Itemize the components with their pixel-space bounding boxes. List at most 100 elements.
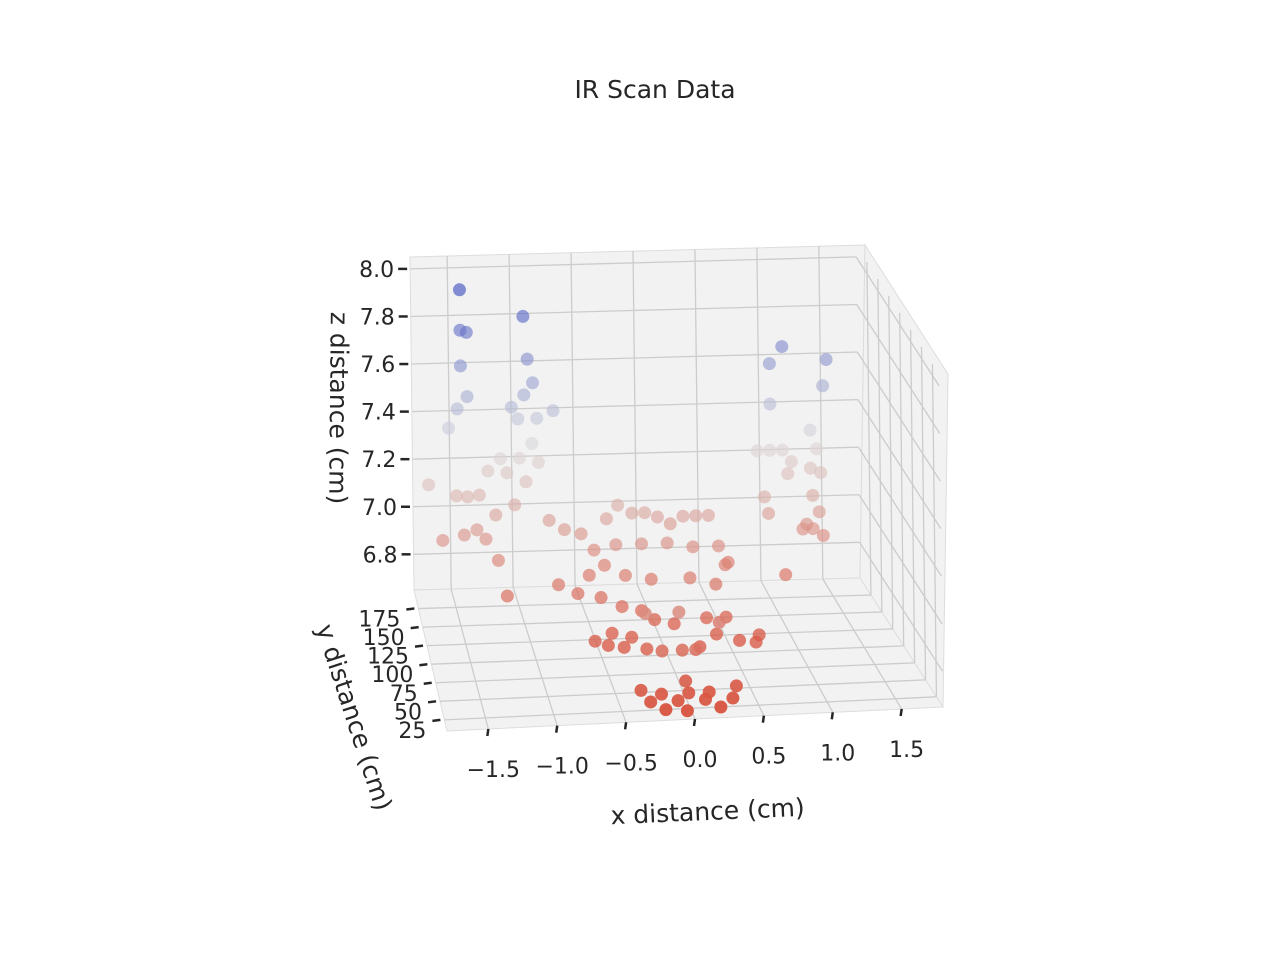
z-side-gridline — [856, 351, 941, 482]
x-tick-label: −0.5 — [604, 751, 657, 776]
scatter-point — [452, 283, 466, 297]
x-tick-label: 1.5 — [889, 738, 924, 763]
x-gridline — [570, 252, 576, 586]
x-floor-gridline — [450, 588, 489, 730]
scatter-point — [712, 615, 726, 629]
scatter-point — [701, 508, 715, 522]
scatter-point — [749, 635, 763, 649]
x-tick-mark — [554, 725, 559, 733]
scatter-point — [571, 587, 585, 601]
z-tick-label: 7.2 — [361, 448, 396, 473]
scatter-point — [634, 537, 648, 551]
scatter-point — [511, 412, 525, 426]
scatter-point — [634, 683, 648, 697]
scatter-point — [718, 558, 732, 572]
scatter-point — [422, 478, 436, 492]
z-gridline — [410, 256, 857, 270]
scatter-point — [803, 423, 817, 437]
scatter-point — [679, 674, 693, 688]
scatter-point — [638, 506, 652, 520]
scatter-point — [625, 630, 639, 644]
x-tick-mark — [692, 718, 697, 727]
x-axis-label: x distance (cm) — [610, 793, 805, 830]
scatter-point — [654, 687, 668, 701]
y-tick-mark — [427, 700, 437, 704]
scatter-point — [700, 611, 714, 625]
scatter-point — [500, 466, 514, 480]
y-gridline — [431, 645, 904, 665]
scatter-point — [758, 490, 772, 504]
scatter-point — [601, 638, 615, 652]
y-tick-mark — [406, 607, 415, 611]
scatter-point — [655, 644, 669, 658]
scatter-point — [650, 510, 664, 524]
scatter-point — [689, 643, 703, 657]
y-side-gridline — [899, 312, 905, 646]
y-gridline — [427, 628, 893, 647]
scatter-point — [796, 522, 810, 536]
y-side-gridline — [920, 346, 927, 680]
scatter-point — [680, 704, 694, 718]
scatter-point — [450, 489, 464, 503]
scatter-point — [812, 505, 826, 519]
x-tick-label: 0.5 — [751, 745, 786, 770]
x-tick-label: 1.0 — [820, 741, 855, 766]
scatter-point — [683, 571, 697, 585]
scatter-point — [481, 464, 495, 478]
scatter-point — [675, 643, 689, 657]
scatter-point — [779, 568, 793, 582]
z-tick-label: 8.0 — [359, 258, 394, 283]
y-tick-label: 25 — [398, 719, 426, 744]
y-tick-label: 175 — [358, 608, 400, 633]
y-tick-mark — [410, 625, 419, 630]
x-tick-mark — [623, 722, 628, 730]
y-tick-label: 50 — [394, 700, 422, 725]
scatter-point — [814, 466, 828, 480]
x-tick-label: −1.0 — [536, 755, 589, 780]
scatter-point — [588, 634, 602, 648]
scatter-point — [442, 421, 456, 435]
scatter-point — [597, 558, 611, 572]
x-tick-mark — [830, 712, 835, 720]
scatter-points — [422, 283, 833, 718]
scatter-point — [682, 686, 696, 700]
scatter-point — [803, 461, 817, 475]
axis-ticks: −1.5 −1.0 −0.5 0.0 0.5 1.0 1.5 2550751001251501… — [358, 258, 924, 783]
scatter-point — [750, 444, 764, 458]
z-tick-label: 7.0 — [362, 496, 397, 521]
scatter-point — [671, 694, 685, 708]
scatter-point — [450, 402, 464, 416]
scatter-point — [582, 568, 596, 582]
scatter-point — [512, 451, 526, 465]
x-gridline — [632, 250, 638, 585]
scatter-point — [489, 508, 503, 522]
scatter-point — [784, 455, 798, 469]
x-floor-gridline — [760, 580, 834, 713]
scatter-point — [479, 532, 493, 546]
scatter-point — [491, 553, 505, 567]
scatter-point — [625, 506, 639, 520]
y-side-gridline — [866, 261, 872, 595]
scatter-point — [517, 388, 531, 402]
scatter-point — [594, 591, 608, 605]
y-tick-mark — [432, 718, 441, 723]
scatter-point — [546, 404, 560, 418]
z-tick-label: 7.4 — [361, 401, 396, 426]
y-tick-mark — [414, 644, 424, 648]
scatter-point — [519, 475, 533, 489]
scatter-point — [699, 692, 713, 706]
scatter-point — [816, 528, 830, 542]
z-side-gridline — [858, 494, 943, 625]
scatter-point — [470, 523, 484, 537]
y-side-gridline — [931, 363, 938, 697]
scatter-point — [618, 568, 632, 582]
z-tick-label: 7.8 — [360, 305, 395, 330]
x-tick-label: −1.5 — [467, 758, 520, 783]
scatter-point — [552, 578, 566, 592]
y-tick-label: 75 — [390, 682, 418, 707]
scatter-point — [472, 488, 486, 502]
scatter-point — [504, 400, 518, 414]
z-tick-label: 6.8 — [363, 543, 398, 568]
y-side-gridline — [888, 295, 894, 629]
scatter-point — [775, 443, 789, 457]
